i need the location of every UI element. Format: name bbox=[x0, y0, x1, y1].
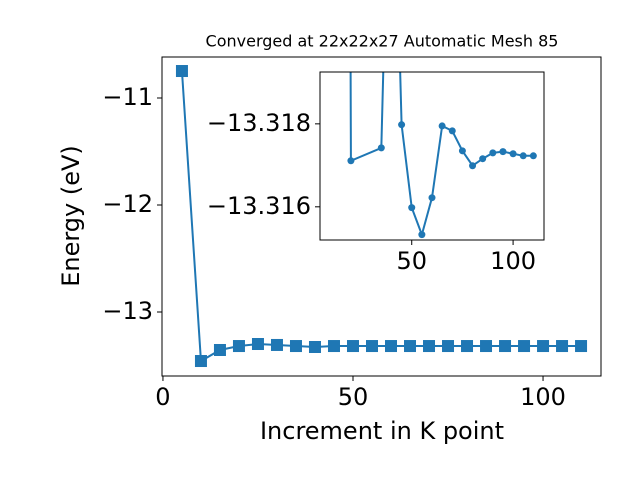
marker bbox=[213, 343, 226, 356]
x-tick-label: 50 bbox=[396, 247, 427, 275]
marker bbox=[365, 340, 378, 353]
marker bbox=[428, 194, 436, 202]
marker bbox=[480, 340, 493, 353]
marker bbox=[377, 144, 385, 152]
y-tick-label: −11 bbox=[102, 83, 153, 111]
marker bbox=[499, 148, 507, 156]
marker bbox=[175, 65, 188, 78]
marker bbox=[519, 152, 527, 160]
marker bbox=[308, 341, 321, 353]
marker bbox=[479, 155, 487, 163]
y-axis-label: Energy (eV) bbox=[57, 145, 85, 287]
x-tick-label: 50 bbox=[338, 383, 369, 411]
y-tick-label: −13 bbox=[102, 297, 153, 325]
series-line bbox=[180, 70, 582, 363]
chart-title: Converged at 22x22x27 Automatic Mesh 85 bbox=[206, 32, 559, 51]
x-axis-label: Increment in K point bbox=[260, 417, 504, 445]
marker bbox=[385, 340, 398, 353]
marker bbox=[458, 147, 466, 155]
marker bbox=[251, 338, 264, 351]
marker bbox=[518, 340, 531, 353]
y-tick-label: −13.316 bbox=[207, 192, 311, 220]
x-tick-label: 100 bbox=[490, 247, 536, 275]
marker bbox=[408, 204, 416, 212]
marker bbox=[327, 340, 340, 353]
plot-layer bbox=[175, 65, 588, 368]
plot-layer bbox=[347, 72, 537, 239]
marker bbox=[489, 149, 497, 157]
x-tick-label: 0 bbox=[155, 383, 170, 411]
marker bbox=[194, 355, 207, 368]
y-tick-label: −12 bbox=[102, 190, 153, 218]
plot-area bbox=[320, 72, 544, 240]
marker bbox=[442, 340, 455, 353]
marker bbox=[270, 338, 283, 351]
marker bbox=[346, 340, 359, 353]
marker bbox=[448, 127, 456, 135]
marker bbox=[537, 340, 550, 353]
marker bbox=[499, 340, 512, 353]
marker bbox=[404, 340, 417, 353]
marker bbox=[529, 152, 537, 160]
marker bbox=[438, 122, 446, 130]
marker bbox=[347, 157, 355, 165]
axes-frame bbox=[319, 71, 545, 241]
marker bbox=[289, 340, 302, 353]
marker bbox=[423, 340, 436, 353]
marker bbox=[398, 121, 406, 129]
marker bbox=[509, 150, 517, 158]
x-tick-label: 100 bbox=[520, 383, 566, 411]
marker bbox=[575, 340, 588, 353]
axes-frame bbox=[161, 56, 602, 377]
marker bbox=[232, 340, 245, 353]
marker bbox=[469, 162, 477, 170]
y-tick-label: −13.318 bbox=[207, 109, 311, 137]
marker bbox=[461, 340, 474, 353]
marker bbox=[556, 340, 569, 353]
marker bbox=[418, 231, 426, 239]
